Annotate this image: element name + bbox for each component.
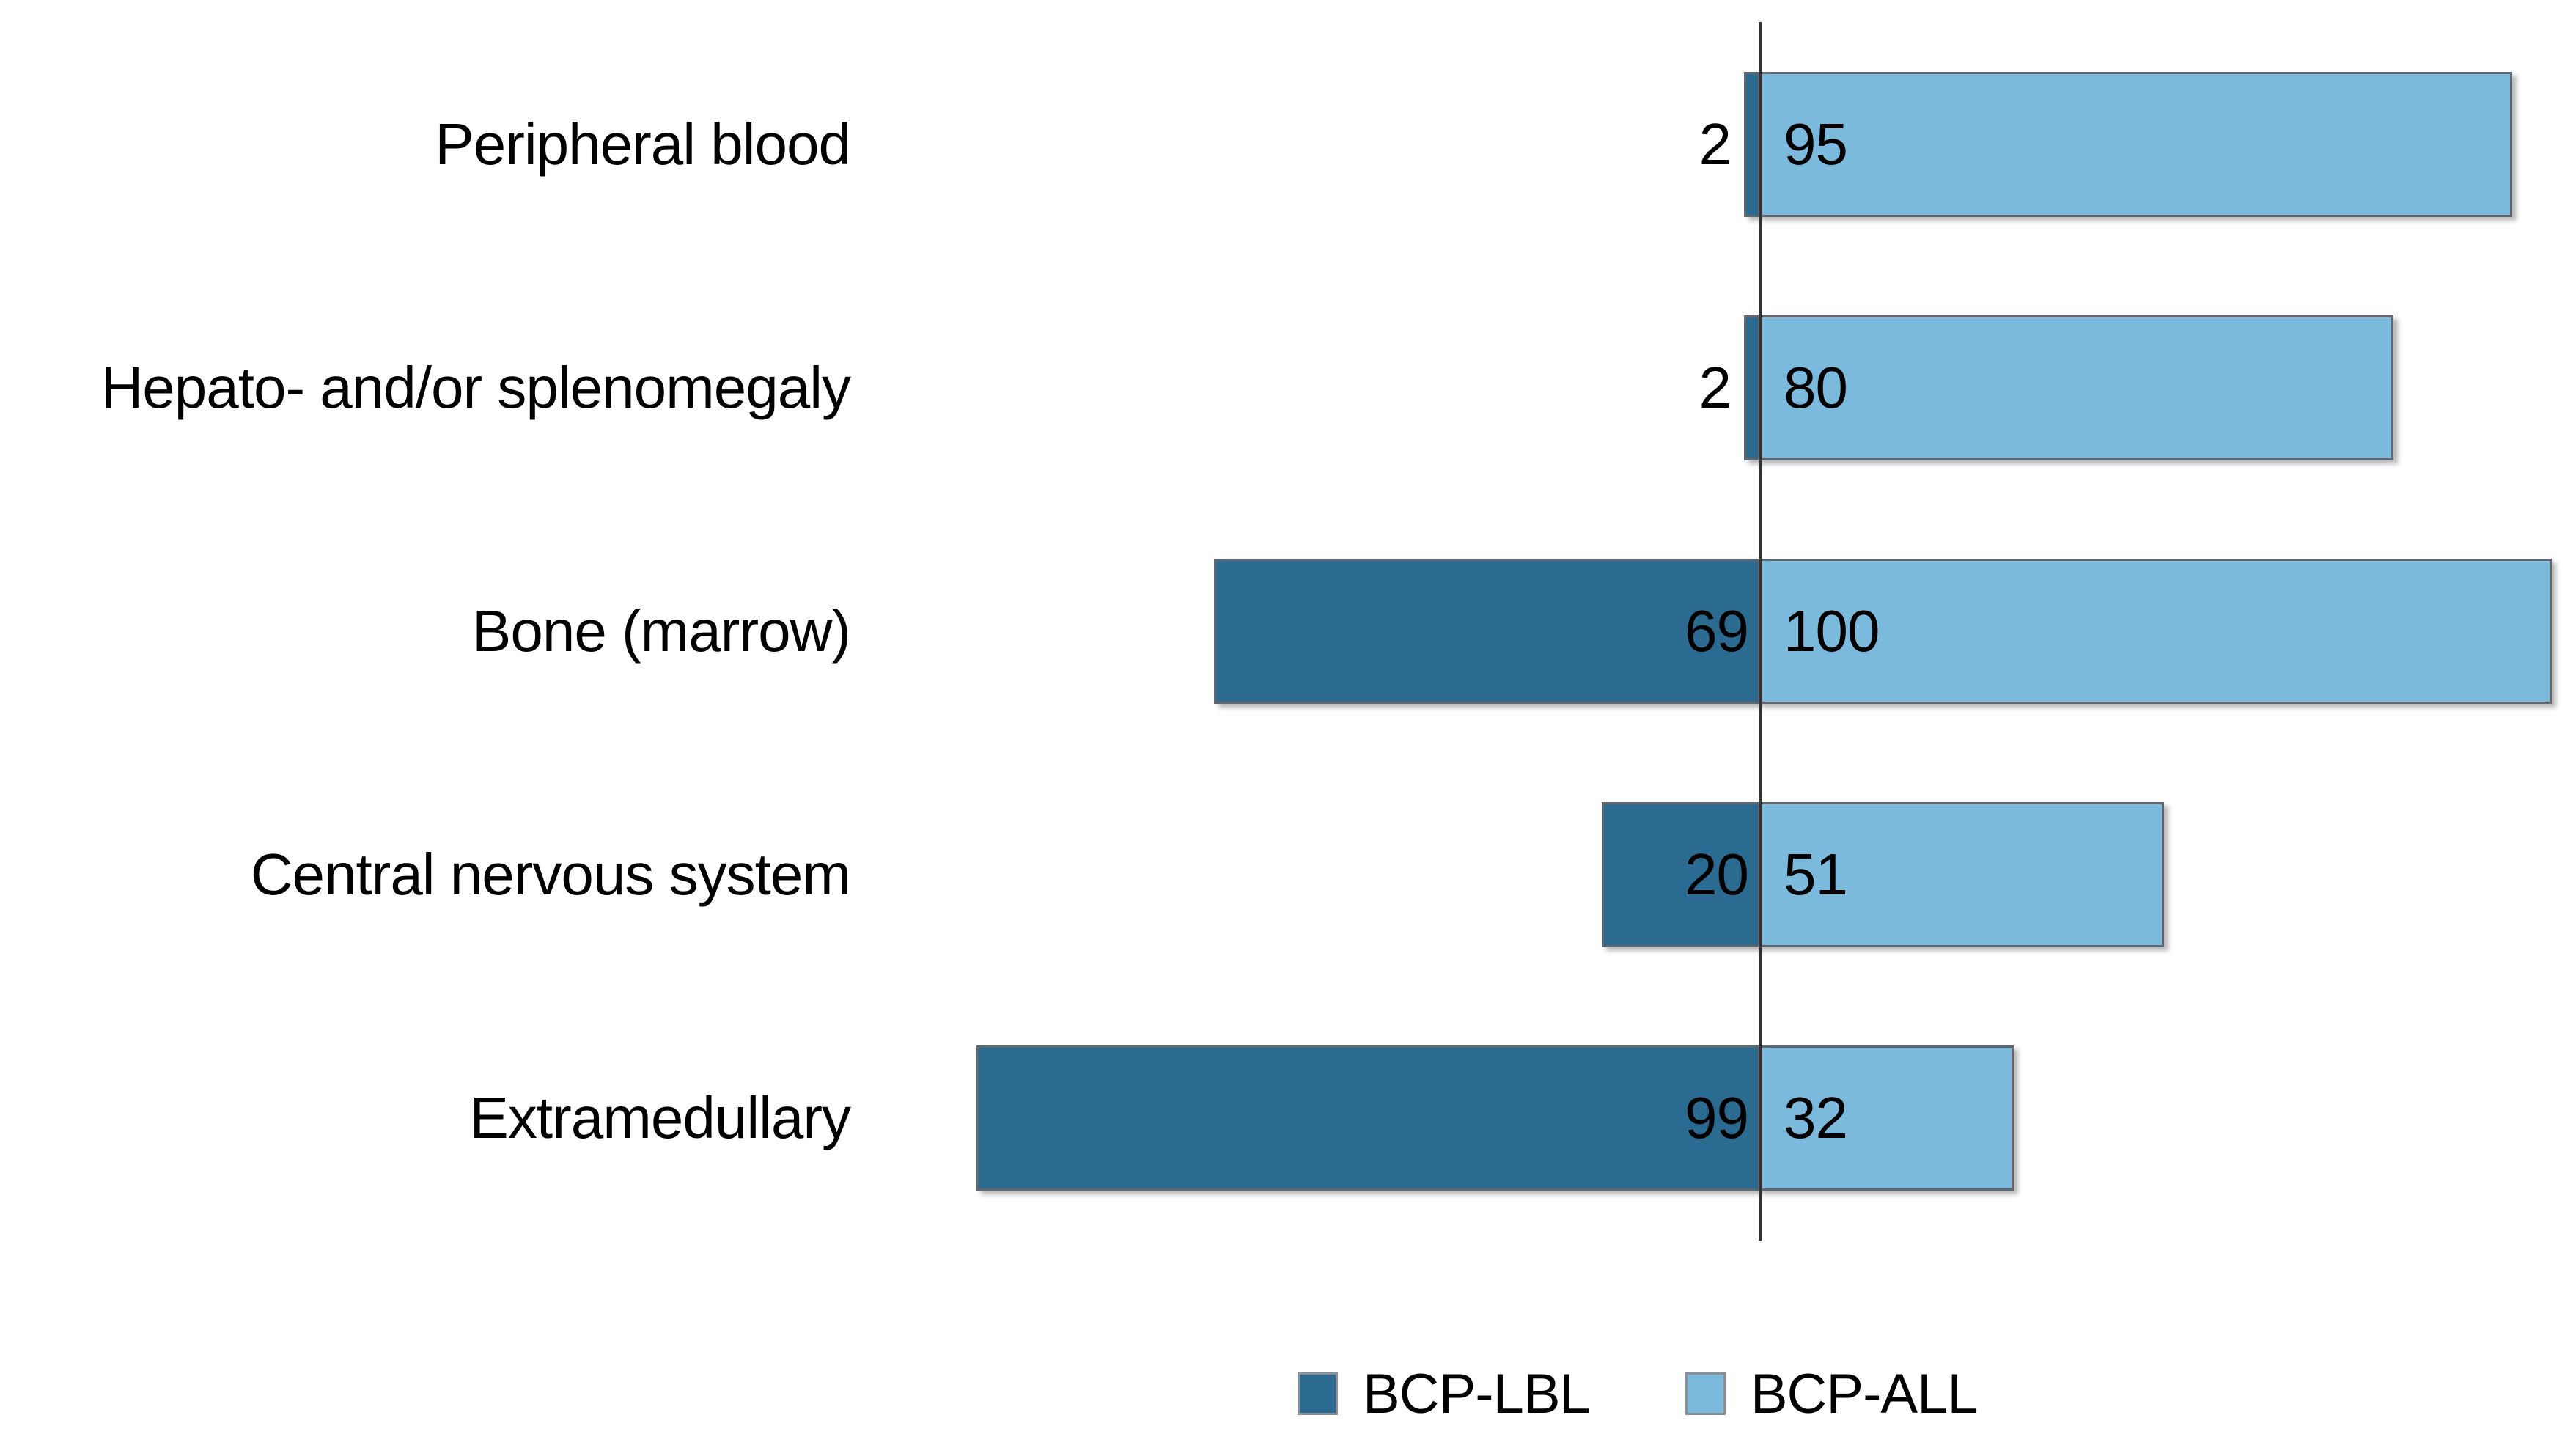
bar-bcp-all — [1760, 559, 2552, 704]
legend-item-bcp-lbl: BCP-LBL — [1298, 1362, 1591, 1426]
category-label: Peripheral blood — [435, 111, 851, 177]
value-label-bcp-lbl: 2 — [1699, 355, 1732, 420]
value-label-bcp-all: 80 — [1784, 355, 1848, 420]
legend-label: BCP-LBL — [1363, 1362, 1591, 1425]
category-label: Central nervous system — [250, 842, 851, 907]
value-label-bcp-lbl: 99 — [1685, 1085, 1749, 1150]
bar-bcp-lbl — [1744, 315, 1760, 460]
category-label: Extramedullary — [469, 1085, 851, 1150]
bar-bcp-all — [1760, 1045, 2014, 1191]
value-label-bcp-all: 32 — [1784, 1085, 1848, 1150]
bar-bcp-lbl — [1602, 802, 1760, 947]
legend-label: BCP-ALL — [1750, 1362, 1979, 1425]
bar-bcp-all — [1760, 315, 2393, 460]
value-label-bcp-lbl: 2 — [1699, 111, 1732, 177]
value-label-bcp-all: 100 — [1784, 598, 1880, 664]
baseline-axis-line — [1759, 22, 1762, 1241]
value-label-bcp-all: 51 — [1784, 842, 1848, 907]
category-label: Hepato- and/or splenomegaly — [100, 355, 851, 420]
value-label-bcp-all: 95 — [1784, 111, 1848, 177]
legend-swatch-bcp-lbl-icon — [1298, 1372, 1338, 1415]
bar-bcp-lbl — [976, 1045, 1760, 1191]
legend: BCP-LBL BCP-ALL — [1298, 1363, 1979, 1425]
value-label-bcp-lbl: 69 — [1685, 598, 1749, 664]
bar-bcp-lbl — [1214, 559, 1760, 704]
legend-swatch-bcp-all-icon — [1685, 1372, 1726, 1415]
bar-bcp-all — [1760, 802, 2164, 947]
legend-item-bcp-all: BCP-ALL — [1685, 1362, 1979, 1426]
category-label: Bone (marrow) — [471, 598, 851, 664]
bar-bcp-lbl — [1744, 72, 1760, 217]
value-label-bcp-lbl: 20 — [1685, 842, 1749, 907]
bar-bcp-all — [1760, 72, 2512, 217]
